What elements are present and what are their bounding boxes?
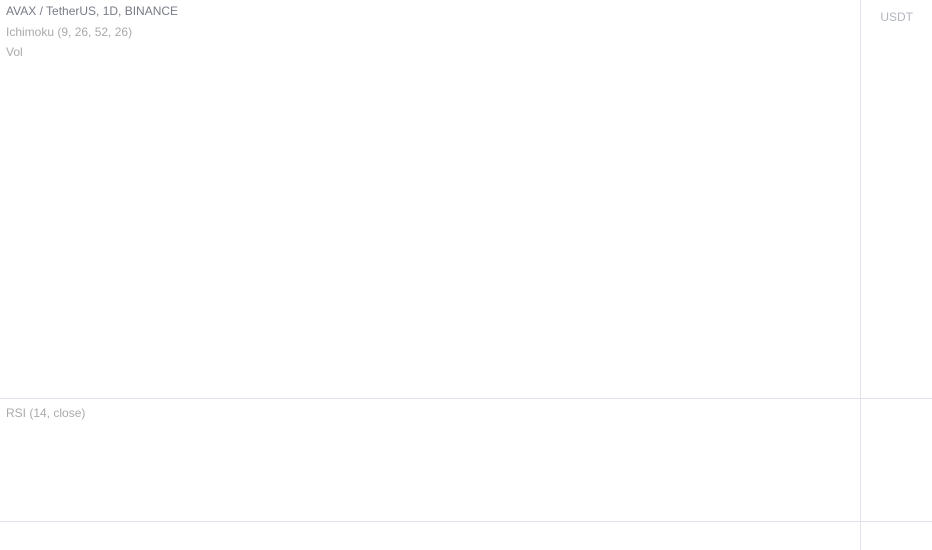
- indicator-legend[interactable]: RSI (14, close): [6, 406, 85, 420]
- indicator-legend[interactable]: Ichimoku (9, 26, 52, 26): [6, 25, 132, 39]
- indicator-legend[interactable]: Vol: [6, 45, 23, 59]
- y-axis-unit: USDT: [880, 10, 913, 24]
- symbol-title[interactable]: AVAX / TetherUS, 1D, BINANCE: [6, 4, 178, 18]
